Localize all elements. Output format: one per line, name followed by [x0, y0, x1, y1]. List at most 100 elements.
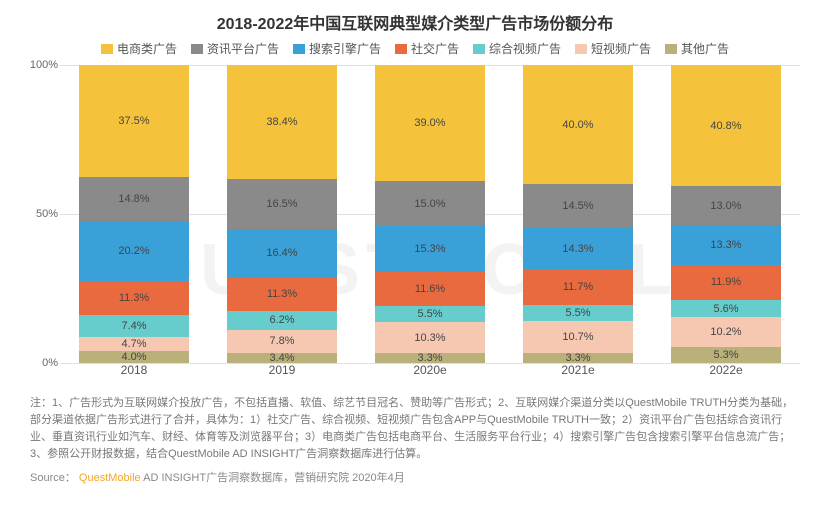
segment-value: 11.3%: [119, 292, 149, 304]
chart-title: 2018-2022年中国互联网典型媒介类型广告市场份额分布: [0, 0, 830, 40]
bar-segment: 3.3%: [375, 353, 485, 363]
bar: 37.5% 14.8% 20.2% 11.3% 7.4% 4.7%4.0%: [79, 65, 189, 363]
segment-value: 13.3%: [710, 239, 741, 251]
x-tick: 2021e: [523, 363, 633, 385]
y-tick: 50%: [22, 208, 58, 220]
segment-value: 13.0%: [710, 200, 741, 212]
x-tick: 2019: [227, 363, 337, 385]
y-tick: 100%: [22, 59, 58, 71]
bar-segment: 38.4%: [227, 65, 337, 179]
legend-swatch: [191, 44, 203, 54]
bar: 38.4% 16.5% 16.4% 11.3% 6.2% 7.8% 3.4%: [227, 65, 337, 363]
bar: 40.0% 14.5% 14.3% 11.7% 5.5% 10.7% 3.3%: [523, 65, 633, 363]
legend-swatch: [395, 44, 407, 54]
segment-value: 37.5%: [118, 115, 149, 127]
legend-swatch: [101, 44, 113, 54]
bar-segment: 13.3%: [671, 225, 781, 265]
plot-area: 37.5% 14.8% 20.2% 11.3% 7.4% 4.7%4.0% 38.4% 16.…: [60, 65, 800, 363]
bar-segment: 13.0%: [671, 186, 781, 225]
bar-segment: 10.3%: [375, 322, 485, 353]
segment-value: 16.4%: [266, 247, 297, 259]
bar-segment: 7.4%: [79, 315, 189, 337]
legend-label: 其他广告: [681, 40, 729, 57]
source-prefix: Source：: [30, 472, 76, 484]
x-tick: 2020e: [375, 363, 485, 385]
bar-segment: 40.8%: [671, 65, 781, 186]
legend-item: 综合视频广告: [473, 40, 561, 57]
legend-label: 社交广告: [411, 40, 459, 57]
segment-value: 10.3%: [414, 332, 445, 344]
legend-item: 搜索引擎广告: [293, 40, 381, 57]
legend-item: 资讯平台广告: [191, 40, 279, 57]
segment-value: 5.5%: [565, 307, 590, 319]
legend-item: 社交广告: [395, 40, 459, 57]
segment-value: 14.5%: [562, 200, 593, 212]
source-rest: AD INSIGHT广告洞察数据库，营销研究院 2020年4月: [143, 472, 405, 484]
segment-value: 14.3%: [562, 243, 593, 255]
bar-segment: 10.7%: [523, 321, 633, 353]
bar-segment: 11.3%: [227, 278, 337, 312]
legend-item: 短视频广告: [575, 40, 651, 57]
legend-swatch: [473, 44, 485, 54]
segment-value: 38.4%: [266, 116, 297, 128]
bar-segment: 3.4%: [227, 353, 337, 363]
bar-segment: 10.2%: [671, 317, 781, 347]
segment-value: 11.7%: [563, 281, 593, 293]
segment-value: 10.2%: [710, 326, 741, 338]
legend-item: 电商类广告: [101, 40, 177, 57]
bar-segment: 7.8%: [227, 330, 337, 353]
segment-value: 15.0%: [414, 198, 445, 210]
y-axis: 0%50%100%: [22, 65, 58, 363]
x-tick: 2022e: [671, 363, 781, 385]
bar-segment: 4.7%: [79, 337, 189, 351]
bar-segment: 11.7%: [523, 270, 633, 305]
x-axis: 2018 2019 2020e 2021e 2022e: [60, 363, 800, 385]
segment-value: 15.3%: [414, 243, 445, 255]
segment-value: 4.0%: [121, 351, 146, 363]
bar-segment: 14.5%: [523, 184, 633, 227]
segment-value: 7.8%: [269, 335, 294, 347]
legend-swatch: [293, 44, 305, 54]
bar-segment: 3.3%: [523, 353, 633, 363]
bar-segment: 11.3%: [79, 281, 189, 315]
segment-value: 11.3%: [267, 288, 297, 300]
legend-item: 其他广告: [665, 40, 729, 57]
segment-value: 40.8%: [710, 120, 741, 132]
bar-segment: 11.6%: [375, 272, 485, 307]
segment-value: 16.5%: [266, 198, 297, 210]
bar-segment: 6.2%: [227, 311, 337, 329]
segment-value: 4.7%: [121, 338, 146, 350]
segment-value: 14.8%: [118, 193, 149, 205]
legend: 电商类广告 资讯平台广告 搜索引擎广告 社交广告 综合视频广告 短视频广告 其他广告: [0, 40, 830, 65]
bar-segment: 11.9%: [671, 265, 781, 300]
bar-segment: 16.4%: [227, 229, 337, 278]
legend-label: 综合视频广告: [489, 40, 561, 57]
bar-segment: 5.5%: [375, 306, 485, 322]
segment-value: 39.0%: [414, 117, 445, 129]
segment-value: 40.0%: [562, 119, 593, 131]
segment-value: 7.4%: [121, 320, 146, 332]
bar-segment: 14.8%: [79, 177, 189, 221]
bar-segment: 4.0%: [79, 351, 189, 363]
stacked-bar-chart: 0%50%100% 37.5%14.8%20.2%11.3%7.4%4.7%4.…: [60, 65, 800, 385]
bar-segment: 5.3%: [671, 347, 781, 363]
bar-segment: 39.0%: [375, 65, 485, 181]
legend-label: 搜索引擎广告: [309, 40, 381, 57]
x-tick: 2018: [79, 363, 189, 385]
footnotes: 注：1、广告形式为互联网媒介投放广告，不包括直播、软值、综艺节目冠名、赞助等广告…: [0, 385, 830, 463]
segment-value: 11.6%: [415, 283, 445, 295]
bar-segment: 40.0%: [523, 65, 633, 184]
segment-value: 11.9%: [711, 276, 741, 288]
legend-label: 短视频广告: [591, 40, 651, 57]
segment-value: 5.3%: [713, 349, 738, 361]
segment-value: 20.2%: [118, 245, 149, 257]
bar-segment: 20.2%: [79, 221, 189, 281]
bar-segment: 37.5%: [79, 65, 189, 177]
source-brand: QuestMobile: [79, 472, 143, 484]
y-tick: 0%: [22, 357, 58, 369]
segment-value: 10.7%: [562, 331, 593, 343]
legend-swatch: [575, 44, 587, 54]
legend-label: 电商类广告: [117, 40, 177, 57]
legend-label: 资讯平台广告: [207, 40, 279, 57]
bar-segment: 5.6%: [671, 300, 781, 317]
